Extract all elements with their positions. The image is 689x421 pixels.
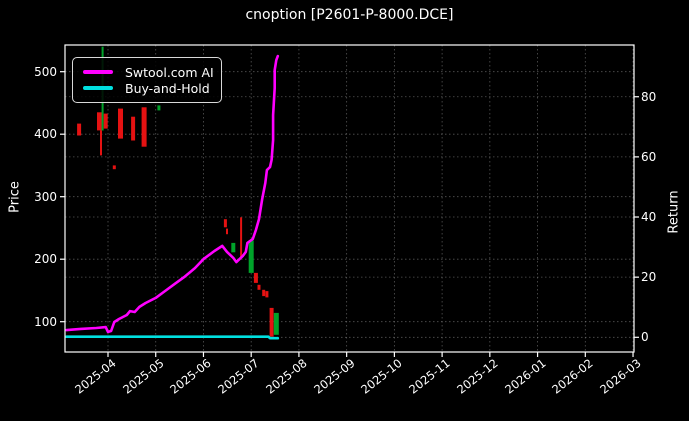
return-tick-label: 20 xyxy=(641,270,657,285)
price-tick-label: 400 xyxy=(34,127,57,142)
candle-down xyxy=(131,116,136,141)
legend-item-bh: Buy-and-Hold xyxy=(83,80,211,96)
legend-label-bh: Buy-and-Hold xyxy=(125,80,210,96)
candle-up xyxy=(273,312,279,335)
legend: Swtool.com AI Buy-and-Hold xyxy=(72,57,222,103)
price-tick-label: 100 xyxy=(34,314,57,329)
candle-up xyxy=(157,105,161,111)
candle-down xyxy=(257,284,261,290)
series-line xyxy=(65,335,280,340)
candle-down xyxy=(112,165,116,170)
legend-item-ai: Swtool.com AI xyxy=(83,64,214,80)
candle-down xyxy=(223,219,227,228)
candle-down xyxy=(118,108,123,139)
candle-down xyxy=(265,291,269,298)
return-tick-label: 40 xyxy=(641,210,657,225)
price-tick-label: 200 xyxy=(34,252,57,267)
candle-down xyxy=(240,217,243,258)
series-line xyxy=(65,54,280,334)
candle-down xyxy=(262,289,266,297)
candle-down xyxy=(100,130,102,156)
candle-down xyxy=(253,272,258,283)
return-tick-label: 0 xyxy=(641,330,649,345)
candle-down xyxy=(97,112,102,131)
candle-down xyxy=(77,123,82,136)
candle-up xyxy=(231,242,236,253)
candle-up xyxy=(248,240,254,273)
candle-down xyxy=(269,307,274,337)
candle-down xyxy=(141,107,147,147)
price-tick-label: 300 xyxy=(34,189,57,204)
candle-down xyxy=(103,113,108,129)
candle-down xyxy=(226,228,228,235)
bh-line-swatch xyxy=(83,86,113,90)
return-tick-label: 80 xyxy=(641,89,657,104)
chart-title: cnoption [P2601-P-8000.DCE] xyxy=(245,7,454,23)
price-tick-label: 500 xyxy=(34,64,57,79)
legend-label-ai: Swtool.com AI xyxy=(125,64,214,80)
return-tick-label: 60 xyxy=(641,149,657,164)
ai-line-swatch xyxy=(83,70,113,74)
